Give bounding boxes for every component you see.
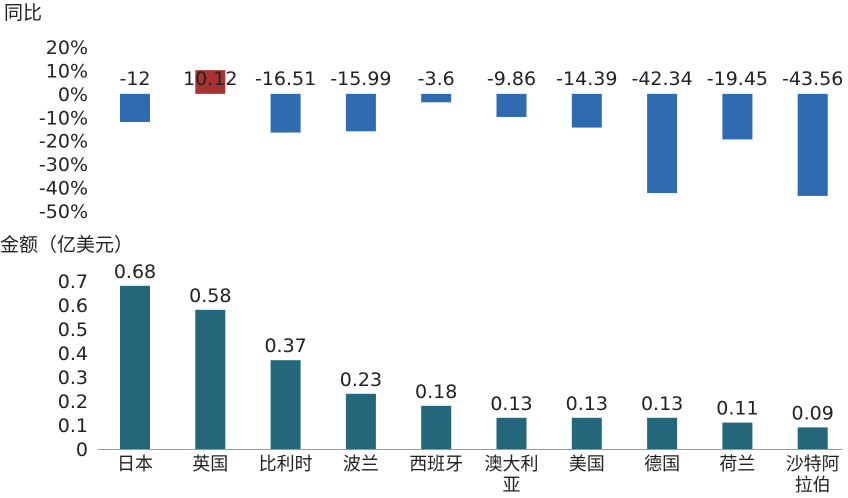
amount-bar — [797, 427, 828, 449]
amount-y-tick-label: 0.4 — [58, 343, 88, 365]
yoy-data-label: -43.56 — [782, 68, 843, 90]
x-category-label: 德国 — [644, 454, 680, 475]
amount-data-label: 0.09 — [792, 402, 834, 424]
x-category-label-line: 英国 — [192, 454, 228, 475]
x-category-label: 沙特阿拉伯 — [786, 454, 840, 493]
amount-bar — [270, 360, 301, 449]
amount-bar — [571, 417, 602, 449]
x-category-label-line: 西班牙 — [409, 454, 463, 475]
yoy-y-tick-label: 20% — [46, 37, 88, 59]
x-category-label-line: 比利时 — [259, 454, 313, 475]
x-category-label-line: 荷兰 — [719, 454, 755, 475]
yoy-bar — [345, 93, 376, 132]
yoy-bar — [496, 93, 527, 117]
amount-data-label: 0.58 — [189, 285, 231, 307]
yoy-data-label: 10.12 — [183, 68, 237, 90]
yoy-bar — [270, 93, 301, 133]
yoy-bar — [722, 93, 753, 140]
x-category-label-line: 沙特阿 — [786, 454, 840, 475]
x-category-label: 比利时 — [259, 454, 313, 475]
x-category-label-line: 拉伯 — [795, 475, 831, 493]
yoy-bar — [571, 93, 602, 128]
amount-y-tick-label: 0.7 — [58, 271, 88, 293]
x-category-label: 美国 — [569, 454, 605, 475]
amount-data-label: 0.23 — [340, 369, 382, 391]
yoy-data-label: -16.51 — [255, 68, 316, 90]
yoy-bar — [120, 93, 150, 122]
yoy-data-label: -14.39 — [556, 68, 617, 90]
x-axis-category-labels: 日本 英国 比利时 波兰 西班牙 澳大利亚 美国 德国 荷兰 沙特阿拉伯 — [117, 454, 840, 496]
amount-data-label: 0.18 — [415, 381, 457, 403]
amount-chart-panel: 金额（亿美元） 0.70.60.50.40.30.20.10 0.680.580… — [0, 234, 842, 496]
x-category-label-line: 日本 — [117, 454, 153, 475]
yoy-data-label: -9.86 — [487, 68, 536, 90]
amount-y-tick-label: 0.1 — [58, 415, 88, 437]
x-category-label: 日本 — [117, 454, 153, 475]
yoy-data-label: -12 — [119, 68, 150, 90]
amount-axis-title: 金额（亿美元） — [0, 234, 133, 256]
amount-data-label: 0.13 — [641, 393, 683, 415]
amount-data-label: 0.68 — [114, 261, 156, 283]
yoy-y-tick-label: -10% — [39, 107, 88, 129]
x-category-label: 西班牙 — [409, 454, 463, 475]
x-category-label-line: 德国 — [644, 454, 680, 475]
amount-bars — [120, 285, 828, 449]
amount-data-label: 0.13 — [490, 393, 532, 415]
amount-data-label: 0.37 — [264, 335, 306, 357]
yoy-data-label: -15.99 — [330, 68, 391, 90]
x-category-label-line: 亚 — [503, 475, 521, 493]
yoy-data-labels: -12 10.12 -16.51 -15.99 -3.6 -9.86 -14.39 -42.3… — [119, 68, 843, 90]
amount-y-tick-label: 0.2 — [58, 391, 88, 413]
yoy-axis-title: 同比 — [4, 2, 42, 24]
x-category-label-line: 波兰 — [343, 454, 379, 475]
yoy-bar — [421, 93, 452, 103]
amount-bar — [647, 417, 678, 449]
x-category-label: 澳大利亚 — [485, 454, 539, 493]
amount-y-tick-label: 0.5 — [58, 319, 88, 341]
amount-data-labels: 0.68 0.58 0.37 0.23 0.18 0.13 0.13 0.13 0.11 0.09 — [114, 261, 834, 425]
yoy-bar — [647, 93, 678, 194]
amount-bar — [120, 285, 150, 449]
yoy-chart-panel: 同比 20%10%0%-10%-20%-30%-40%-50% -12 10.12… — [4, 2, 843, 223]
amount-data-label: 0.11 — [716, 398, 758, 420]
x-category-label-line: 澳大利 — [485, 454, 539, 475]
amount-bar — [722, 422, 753, 449]
yoy-bars — [120, 70, 828, 196]
yoy-data-label: -3.6 — [418, 68, 455, 90]
yoy-y-tick-label: -40% — [39, 178, 88, 200]
yoy-bar — [797, 93, 828, 196]
amount-y-tick-label: 0.6 — [58, 295, 88, 317]
yoy-y-tick-label: -30% — [39, 154, 88, 176]
amount-bar — [496, 417, 527, 449]
yoy-bar — [195, 70, 226, 94]
yoy-data-label: -19.45 — [707, 68, 768, 90]
yoy-y-tick-label: -50% — [39, 201, 88, 223]
amount-bar — [195, 309, 226, 449]
yoy-y-tick-label: 0% — [58, 84, 88, 106]
x-category-label: 英国 — [192, 454, 228, 475]
yoy-y-tick-label: -20% — [39, 131, 88, 153]
x-category-label: 波兰 — [343, 454, 379, 475]
yoy-y-tick-label: 10% — [46, 60, 88, 82]
yoy-y-axis-ticks: 20%10%0%-10%-20%-30%-40%-50% — [39, 37, 88, 223]
amount-y-tick-label: 0 — [76, 439, 88, 461]
amount-y-axis-ticks: 0.70.60.50.40.30.20.10 — [58, 271, 88, 461]
x-category-label: 荷兰 — [719, 454, 755, 475]
amount-bar — [345, 393, 376, 449]
amount-y-tick-label: 0.3 — [58, 367, 88, 389]
amount-bar — [421, 405, 452, 449]
yoy-data-label: -42.34 — [631, 68, 692, 90]
x-category-label-line: 美国 — [569, 454, 605, 475]
amount-data-label: 0.13 — [566, 393, 608, 415]
